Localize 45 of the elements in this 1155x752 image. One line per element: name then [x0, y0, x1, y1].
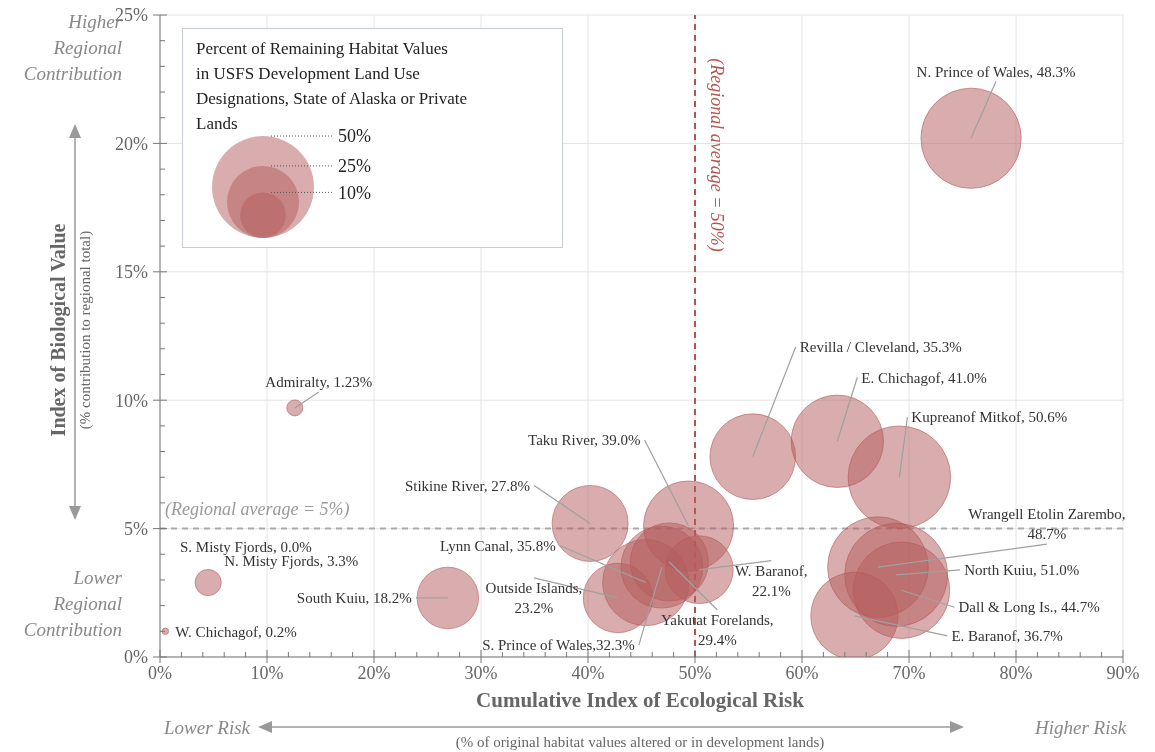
y-tick-label: 5%: [124, 518, 148, 539]
x-tick-label: 90%: [1106, 663, 1140, 683]
text: (% of original habitat values altered or in development lands): [455, 734, 825, 752]
annotation: Taku River, 39.0%: [528, 432, 641, 449]
annotation: Yakutat Forelands, 29.4%: [661, 612, 774, 649]
annotation: N. Prince of Wales, 48.3%: [916, 63, 1076, 80]
annotation: Kupreanof Mitkof, 50.6%: [911, 409, 1068, 426]
text: Lower Risk: [162, 716, 251, 738]
y-axis-title: Index of Biological Value: [47, 223, 70, 437]
annotation: S. Misty Fjords, 0.0%: [180, 539, 312, 556]
annotation: Outside Islands, 23.2%: [485, 580, 583, 617]
text: Higher Risk: [1034, 716, 1127, 738]
ref-line-label: (Regional average = 5%): [165, 498, 350, 520]
x-tick-label: 60%: [785, 663, 819, 683]
annotation: W. Chichagof, 0.2%: [175, 623, 297, 640]
annotation: North Kuiu, 51.0%: [964, 562, 1080, 579]
annotation: South Kuiu, 18.2%: [296, 590, 412, 607]
y-tick-label: 10%: [115, 390, 148, 411]
annotation: Lynn Canal, 35.8%: [439, 537, 556, 554]
x-tick-label: 70%: [892, 663, 926, 683]
annotation: E. Chichagof, 41.0%: [861, 369, 987, 386]
ref-line-label: (Regional average = 50%): [706, 58, 727, 252]
annotation: S. Prince of Wales,32.3%: [482, 637, 635, 654]
x-tick-label: 50%: [678, 663, 712, 683]
annotation: Stikine River, 27.8%: [404, 477, 531, 494]
annotation: Wrangell Etolin Zarembo, 48.7%: [968, 506, 1126, 543]
annotation: E. Baranof, 36.7%: [951, 628, 1063, 645]
x-tick-label: 20%: [357, 663, 391, 683]
annotation: Admiralty, 1.23%: [265, 374, 373, 391]
annotation: W. Baranof, 22.1%: [735, 562, 808, 599]
annotation: Dall & Long Is., 44.7%: [958, 599, 1100, 616]
x-tick-label: 10%: [250, 663, 284, 683]
text: (% contribution to regional total): [77, 230, 94, 430]
y-tick-label: 20%: [115, 133, 148, 154]
x-tick-label: 0%: [148, 663, 172, 683]
x-tick-label: 40%: [571, 663, 605, 683]
y-tick-label: 15%: [115, 262, 148, 283]
legend-label: 25%: [338, 156, 371, 177]
text: Lower Regional Contribution: [23, 567, 123, 640]
legend-label: 10%: [338, 182, 371, 203]
x-tick-label: 30%: [464, 663, 498, 683]
annotation: Revilla / Cleveland, 35.3%: [799, 338, 962, 355]
x-axis-title: Cumulative Index of Ecological Risk: [476, 688, 805, 713]
y-tick-label: 0%: [124, 647, 148, 668]
x-tick-label: 80%: [999, 663, 1033, 683]
